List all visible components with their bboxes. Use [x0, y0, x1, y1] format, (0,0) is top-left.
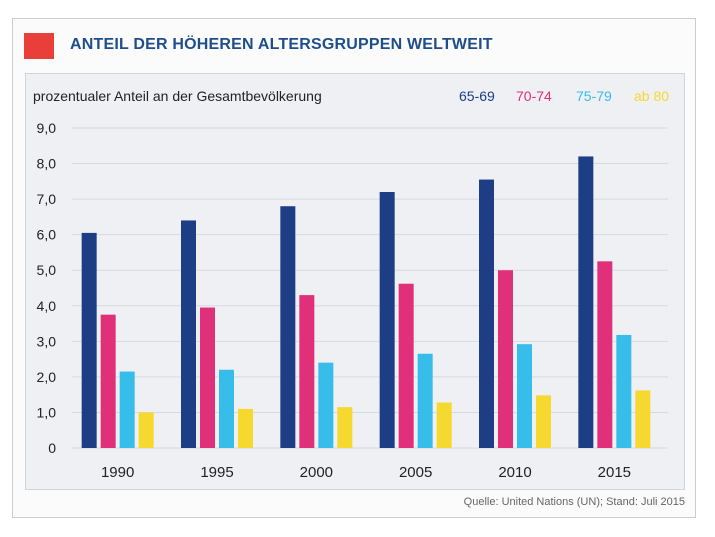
x-tick-label: 2015 [598, 464, 631, 481]
bar-70-74-2000 [299, 295, 315, 448]
bar-70-74-2015 [597, 261, 613, 448]
bar-65-69-1990 [81, 232, 97, 448]
bar-75-79-2015 [616, 334, 632, 448]
bar-65-69-2000 [280, 206, 296, 448]
legend-item: 70-74 [516, 88, 552, 104]
bar-ab-80-1990 [138, 412, 154, 448]
y-tick-label: 2,0 [37, 369, 57, 385]
legend: 65-69 70-74 75-79 ab 80 [459, 88, 669, 104]
x-tick-label: 2005 [399, 464, 432, 481]
bar-ab-80-2015 [635, 390, 651, 448]
y-tick-label: 3,0 [37, 333, 57, 349]
x-tick-label: 1995 [200, 464, 233, 481]
x-tick-label: 1990 [101, 464, 134, 481]
bar-ab-80-2005 [436, 402, 452, 448]
legend-item: ab 80 [634, 88, 669, 104]
bar-75-79-1995 [219, 369, 234, 448]
bar-65-69-2005 [379, 192, 395, 448]
bar-65-69-1995 [181, 220, 196, 448]
bar-65-69-2015 [578, 156, 594, 448]
bar-ab-80-2010 [536, 395, 551, 448]
bar-75-79-2010 [517, 344, 532, 448]
bar-70-74-2005 [398, 283, 414, 448]
chart-title: ANTEIL DER HÖHEREN ALTERSGRUPPEN WELTWEI… [70, 36, 493, 53]
y-tick-label: 8,0 [37, 156, 57, 172]
bar-75-79-1990 [119, 371, 135, 448]
y-tick-label: 6,0 [37, 227, 57, 243]
bar-75-79-2000 [318, 362, 334, 448]
bars [81, 156, 651, 449]
y-tick-label: 4,0 [37, 298, 57, 314]
bar-70-74-1995 [200, 307, 215, 448]
bar-ab-80-2000 [337, 407, 353, 448]
x-tick-labels: 1990 1995 2000 2005 2010 2015 [101, 464, 631, 481]
y-axis-label: prozentualer Anteil an der Gesamtbevölke… [33, 88, 322, 104]
y-tick-label: 1,0 [37, 404, 57, 420]
bar-65-69-2010 [479, 179, 494, 449]
legend-item: 75-79 [576, 88, 612, 104]
y-tick-label: 9,0 [37, 120, 57, 136]
bar-75-79-2005 [417, 353, 433, 448]
title-marker [24, 33, 54, 59]
y-tick-label: 5,0 [37, 262, 57, 278]
y-tick-labels: 0 1,0 2,0 3,0 4,0 5,0 6,0 7,0 8,0 9,0 [37, 120, 57, 456]
bar-ab-80-1995 [238, 408, 253, 448]
x-tick-label: 2000 [300, 464, 333, 481]
x-tick-label: 2010 [498, 464, 531, 481]
bar-70-74-2010 [498, 270, 513, 448]
plot-area [25, 73, 685, 490]
legend-item: 65-69 [459, 88, 495, 104]
y-tick-label: 7,0 [37, 191, 57, 207]
bar-70-74-1990 [100, 314, 116, 448]
grid-lines [72, 127, 668, 449]
source-note: Quelle: United Nations (UN); Stand: Juli… [463, 496, 685, 508]
y-tick-label: 0 [48, 440, 56, 456]
